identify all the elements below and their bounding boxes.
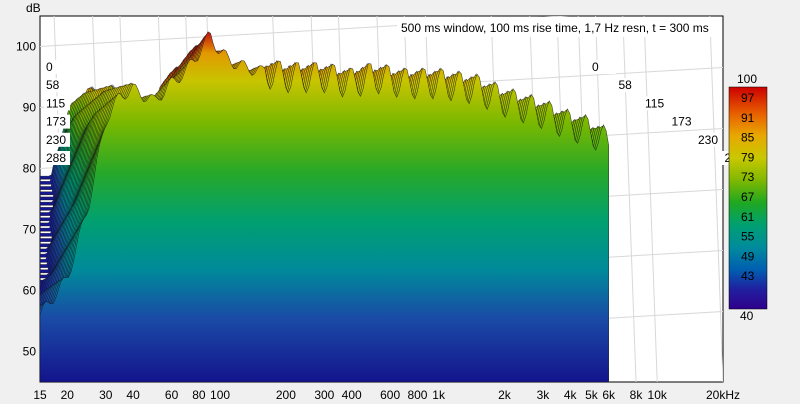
time-label-box: [696, 132, 722, 147]
time-label-box: [590, 60, 616, 74]
time-label-left: 58: [46, 78, 60, 92]
x-tick-label: 8k: [630, 388, 644, 402]
time-label-right: 0: [592, 60, 599, 74]
grid-line: [622, 16, 637, 382]
x-tick-label: 4k: [564, 388, 578, 402]
time-label-box: [643, 96, 669, 111]
title-box: [397, 17, 722, 37]
colorbar-tick-label: 79: [741, 150, 755, 164]
colorbar: [728, 86, 768, 310]
y-tick-label: 90: [23, 101, 37, 115]
time-label-box: [669, 114, 696, 129]
x-tick-label: 6k: [602, 388, 616, 402]
chart-title: 500 ms window, 100 ms rise time, 1,7 Hz …: [401, 21, 709, 35]
time-labels-left: 0 58 115 173 230 288: [44, 60, 70, 165]
time-label-right: 230: [698, 133, 718, 147]
y-tick-label: 100: [16, 40, 36, 54]
time-label-right: 173: [672, 115, 692, 129]
time-label-box: [44, 78, 70, 93]
time-label-box: [616, 78, 643, 93]
x-tick-label: 30: [99, 388, 113, 402]
time-label-box: [44, 151, 70, 165]
y-tick-label: 50: [23, 345, 37, 359]
x-tick-label: 60: [165, 388, 179, 402]
colorbar-tick-label: 73: [741, 170, 755, 184]
colorbar-tick-label: 85: [741, 131, 755, 145]
x-tick-label: 80: [192, 388, 206, 402]
waterfall-surface: [40, 31, 609, 382]
colorbar-tick-label: 61: [741, 210, 755, 224]
y-tick-labels: 100 90 80 70 60 50: [16, 40, 36, 359]
time-label-left: 0: [46, 60, 53, 74]
time-label-box: [44, 114, 70, 129]
x-tick-label: 20: [61, 388, 75, 402]
x-tick-label: 20kHz: [706, 388, 740, 402]
x-tick-label: 15: [33, 388, 47, 402]
time-label-box: [44, 60, 70, 74]
x-tick-label: 40: [126, 388, 140, 402]
x-tick-label: 5k: [585, 388, 599, 402]
x-tick-label: 200: [276, 388, 296, 402]
time-label-box: [44, 96, 70, 111]
colorbar-tick-label: 43: [741, 269, 755, 283]
y-tick-label: 70: [23, 223, 37, 237]
colorbar-tick-label: 97: [741, 91, 755, 105]
x-tick-label: 10k: [648, 388, 668, 402]
grid-line: [643, 16, 658, 382]
colorbar-max-label: 100: [737, 72, 757, 86]
time-label-left: 288: [46, 151, 66, 165]
time-label-box: [44, 132, 70, 147]
x-tick-label: 1k: [432, 388, 446, 402]
colorbar-tick-label: 67: [741, 190, 755, 204]
x-tick-label: 3k: [537, 388, 551, 402]
y-tick-label: 80: [23, 162, 37, 176]
colorbar-min-label: 40: [740, 309, 754, 323]
grid-line: [709, 16, 723, 382]
waterfall-slice: [40, 31, 609, 382]
time-label-left: 115: [46, 96, 65, 110]
colorbar-tick-label: 55: [741, 230, 755, 244]
colorbar-tick-labels: 97 91 85 79 73 67 61 55 49 43: [741, 91, 755, 283]
x-tick-label: 600: [380, 388, 400, 402]
x-tick-label: 100: [210, 388, 230, 402]
time-label-left: 230: [46, 133, 66, 147]
time-label-right: 115: [645, 96, 664, 110]
time-label-right: 58: [619, 78, 633, 92]
grid-line: [40, 368, 41, 382]
x-tick-label: 400: [342, 388, 362, 402]
colorbar-tick-label: 91: [741, 111, 755, 125]
y-axis-label: dB: [26, 1, 41, 15]
time-label-left: 173: [46, 115, 66, 129]
x-tick-label: 300: [314, 388, 334, 402]
grid-line: [40, 16, 570, 47]
x-tick-label: 2k: [498, 388, 512, 402]
x-tick-labels: 15 20 30 40 60 80 100 200 300 400 600 800 1k 2k 3k 4k 5k…: [33, 388, 740, 402]
x-tick-label: 800: [407, 388, 427, 402]
colorbar-tick-label: 49: [741, 249, 755, 263]
y-tick-label: 60: [23, 284, 37, 298]
